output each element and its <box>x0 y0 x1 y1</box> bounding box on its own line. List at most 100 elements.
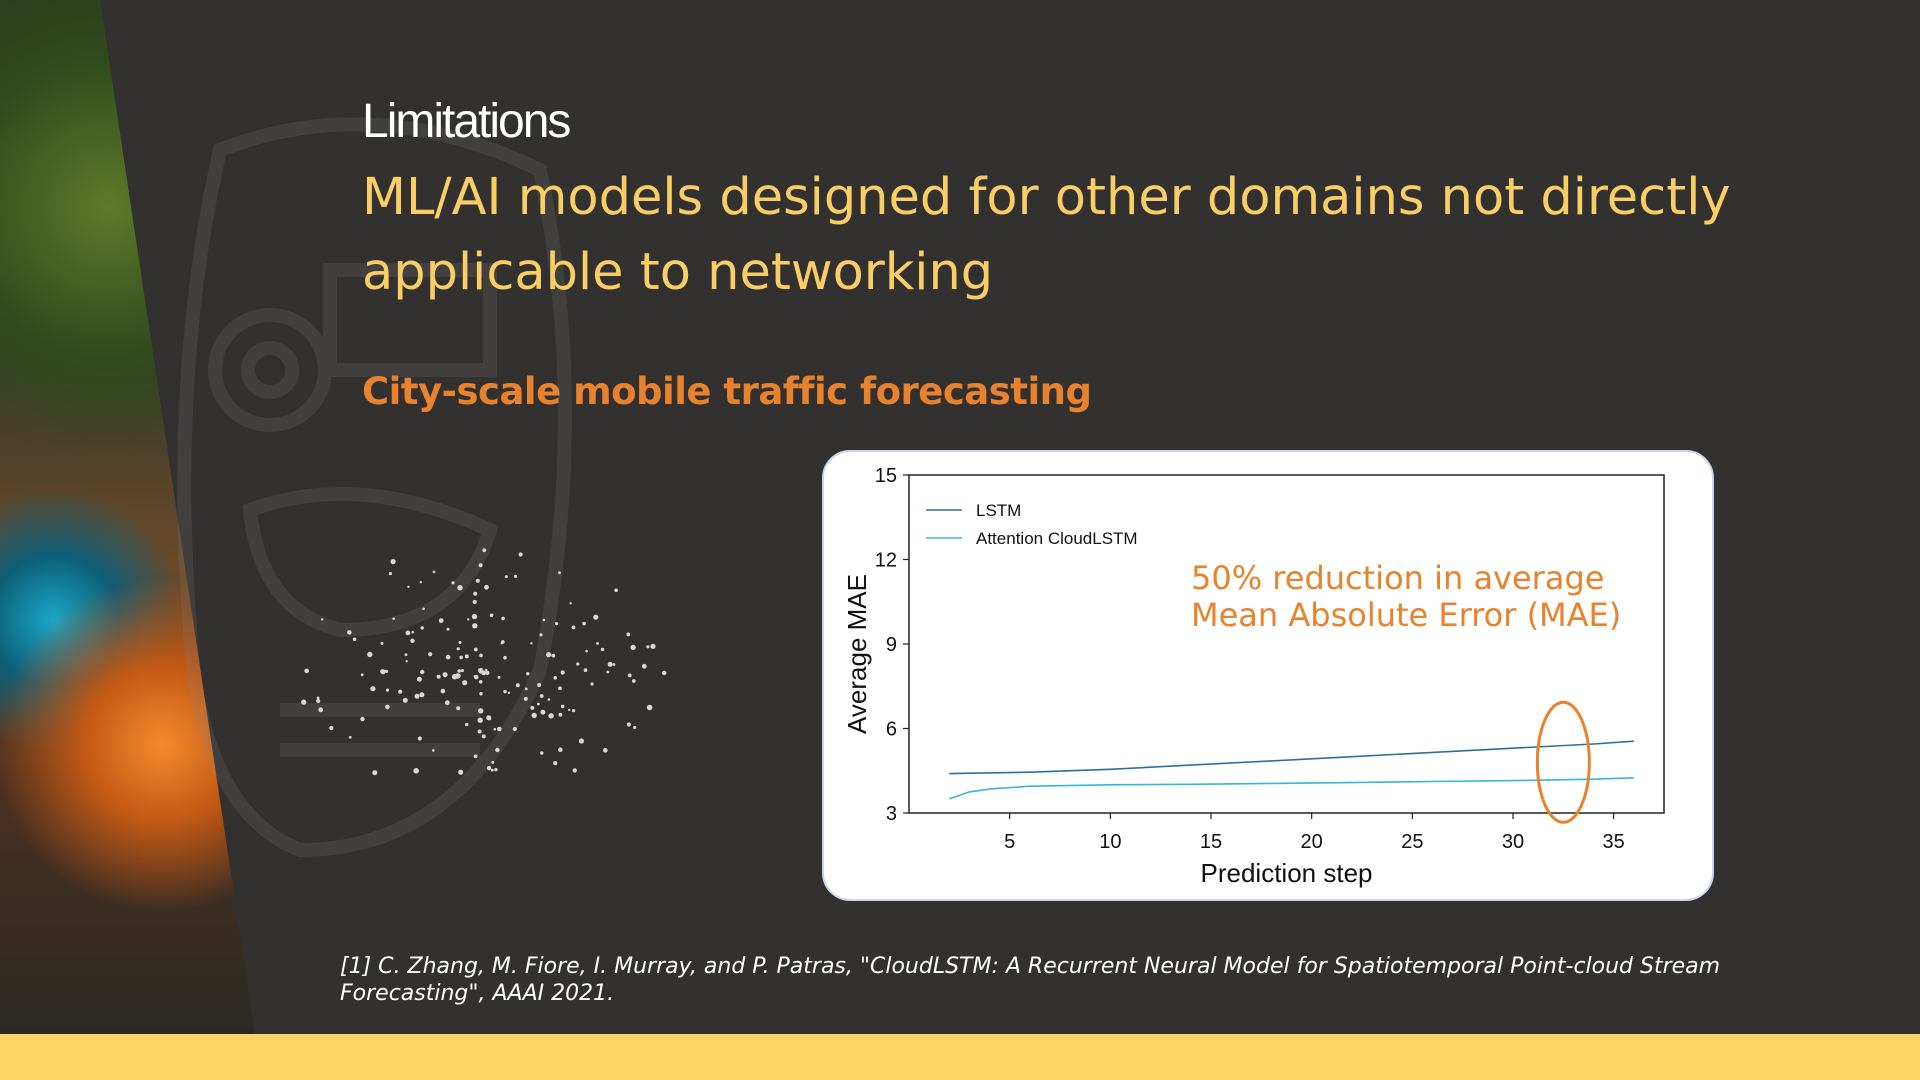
particle-dot <box>503 655 507 660</box>
particle-dot <box>553 761 558 766</box>
y-axis-label: Average MAE <box>842 574 872 734</box>
particle-dot <box>467 618 470 621</box>
particle-dot <box>612 663 616 666</box>
particle-dot <box>471 613 478 620</box>
particle-dot <box>367 651 373 658</box>
particle-dot <box>486 765 492 771</box>
particle-dot <box>442 672 448 678</box>
particle-dot <box>490 768 494 772</box>
particle-dot <box>518 552 523 557</box>
particle-dot <box>596 642 599 645</box>
particle-dot <box>481 670 487 676</box>
particle-dot <box>553 676 557 680</box>
particle-dot <box>569 602 572 605</box>
particle-dot <box>631 679 636 683</box>
particle-dot <box>478 680 483 684</box>
particle-dot <box>432 570 436 574</box>
series-line-attention-cloudlstm <box>949 777 1634 800</box>
particle-dot <box>370 686 376 692</box>
particle-dot <box>304 668 309 674</box>
particle-dot <box>627 673 632 678</box>
particle-dot <box>484 584 489 590</box>
particle-dot <box>497 675 501 679</box>
particle-dot <box>558 747 563 752</box>
particle-dot <box>475 578 480 583</box>
particle-dot <box>347 630 352 635</box>
particle-dot <box>360 716 365 722</box>
particle-dot <box>456 706 461 711</box>
particle-dot <box>593 614 599 620</box>
particle-dot <box>530 642 533 645</box>
particle-dot <box>482 548 487 553</box>
particle-dot <box>641 663 647 669</box>
particle-dot <box>388 572 392 576</box>
particle-dot <box>372 770 378 776</box>
particle-dot <box>352 637 357 642</box>
particle-dot <box>558 571 561 575</box>
particle-dot <box>464 654 469 659</box>
particle-dot <box>585 649 588 653</box>
slide-title: ML/AI models designed for other domains … <box>362 168 1731 302</box>
particle-dot <box>531 712 537 719</box>
highlight-ellipse <box>1535 700 1591 824</box>
particle-dot <box>477 717 483 723</box>
particle-dot <box>405 630 411 636</box>
particle-dot <box>539 633 543 637</box>
particle-dot <box>546 652 552 658</box>
particle-dot <box>318 707 324 713</box>
particle-dot <box>646 645 650 649</box>
particle-dot <box>607 661 613 667</box>
particle-dot <box>444 700 450 706</box>
particle-dot <box>606 670 610 674</box>
particle-dot <box>404 653 408 657</box>
particle-dot <box>662 670 667 676</box>
particle-dot <box>555 622 559 626</box>
particle-dot <box>348 735 352 739</box>
particle-dot <box>477 729 482 734</box>
y-tick-label: 15 <box>875 465 897 487</box>
particle-dot <box>503 689 507 694</box>
particle-dot <box>422 607 425 611</box>
particle-dot <box>539 694 544 698</box>
series-line-lstm <box>949 740 1634 775</box>
particle-dot <box>513 574 518 578</box>
particle-dot <box>560 704 565 709</box>
particle-dot <box>405 660 408 663</box>
bottom-accent-bar <box>0 1034 1920 1080</box>
particle-dot <box>385 688 390 692</box>
particle-dot <box>479 668 483 672</box>
particle-dot <box>626 632 631 637</box>
particle-dot <box>487 716 492 721</box>
particle-dot <box>392 617 395 620</box>
particle-dot <box>457 585 463 591</box>
particle-dot <box>479 692 483 696</box>
particle-dot <box>478 563 483 568</box>
particle-dot <box>560 670 565 675</box>
particle-dot <box>558 712 563 717</box>
particle-dot <box>472 599 477 605</box>
particle-dot <box>572 709 576 713</box>
particle-dot <box>583 668 588 672</box>
particle-dot <box>473 675 477 678</box>
legend-label: Attention CloudLSTM <box>976 529 1138 548</box>
particle-dot <box>590 682 594 686</box>
particle-dot <box>360 673 364 677</box>
particle-dot <box>491 760 495 764</box>
particle-dot <box>626 722 631 727</box>
particle-dot <box>650 643 656 649</box>
particle-dot <box>460 668 464 673</box>
particle-dot <box>465 722 469 727</box>
particle-dot <box>547 698 551 701</box>
particle-dot <box>301 699 307 705</box>
particle-dot <box>384 669 389 673</box>
particle-dot <box>530 705 535 710</box>
particle-dot <box>571 625 576 630</box>
mae-line-chart: 3 6 9 12 15 5 10 15 20 25 30 35 Prediction step Avera… <box>842 465 1665 888</box>
particle-dot <box>630 644 636 651</box>
particle-dot <box>512 726 517 732</box>
particle-dot <box>329 725 334 731</box>
particle-dot <box>446 627 450 631</box>
tribal-mask-decoration <box>177 117 572 858</box>
particle-dot <box>540 709 546 715</box>
particle-dot <box>537 702 540 706</box>
